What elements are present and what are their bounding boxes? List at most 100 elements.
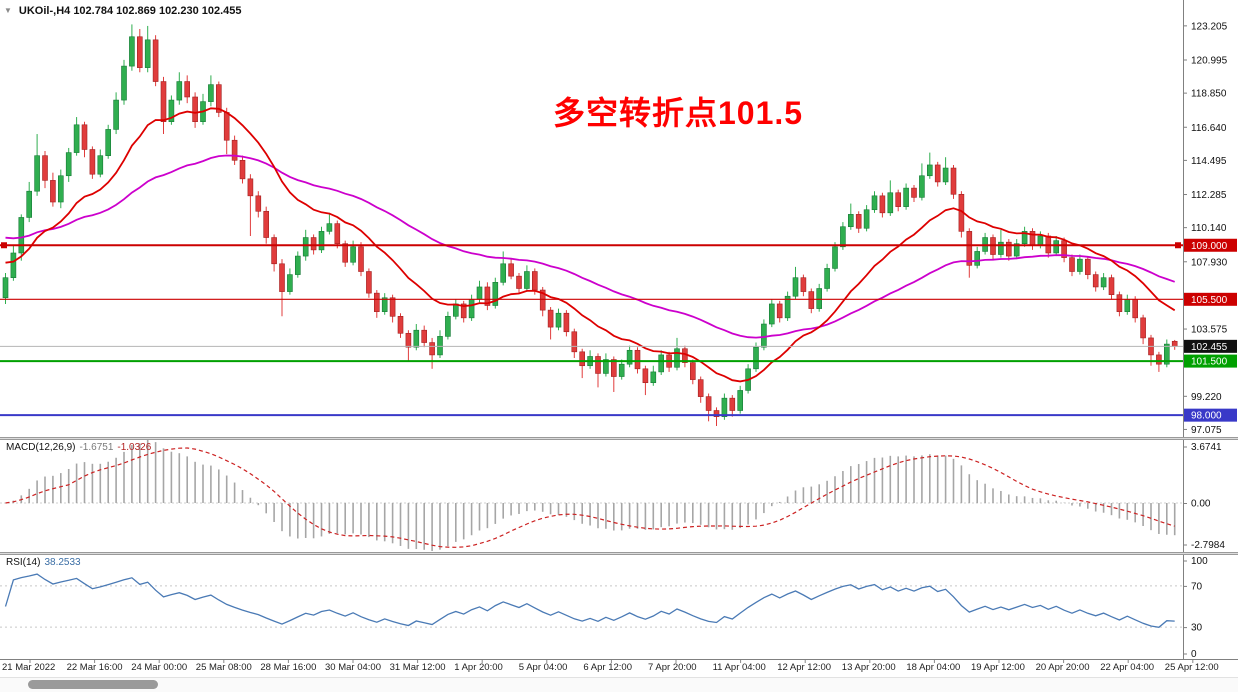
macd-panel[interactable] [0,440,1183,551]
candle-body [595,356,601,374]
candle-body [1013,243,1020,257]
time-label: 25 Mar 08:00 [195,662,252,673]
candle-body [1069,257,1075,272]
candle-body [429,342,435,356]
candle-body [389,297,396,317]
candle-body [950,167,957,195]
candle-body [2,277,9,299]
price-tick-label: 114.495 [1191,156,1227,167]
rsi-panel[interactable] [0,573,1183,628]
candle-body [934,164,941,183]
candle-body [263,210,270,238]
candle-body [642,368,649,384]
candle-body [524,271,530,289]
candle-body [974,251,981,266]
price-tag-label: 98.000 [1191,411,1222,422]
candle-body [903,187,909,207]
time-label: 18 Apr 04:00 [906,662,961,673]
candle-body [350,246,356,263]
price-tag [1184,408,1237,422]
candle-body [879,195,886,214]
candle-body [840,226,846,248]
candle-body [1092,274,1099,288]
candle-body [18,217,25,254]
candle-body [1140,317,1146,339]
candle-body [1116,294,1123,312]
candle-body [1171,340,1178,347]
candle-body [239,160,246,180]
candle-body [966,231,973,266]
candle-body [855,214,862,229]
hline-handle[interactable] [1175,242,1181,249]
candle-body [373,292,380,312]
macd-name: MACD(12,26,9) [6,442,76,453]
rsi-value: 38.2533 [44,557,81,568]
price-tick-label: 123.205 [1191,21,1228,32]
hline-handle[interactable] [1,242,7,249]
candle-body [689,362,696,380]
candle-body [460,303,467,319]
candle-body [674,348,680,368]
candle-body [484,286,491,306]
candle-body [342,243,349,263]
ma-fast-line[interactable] [5,107,1176,383]
candle-body [492,282,499,306]
candle-body [192,96,198,122]
time-label: 11 Apr 04:00 [712,662,766,673]
candle-body [650,371,657,384]
candle-body [184,81,190,98]
candle-body [1053,240,1059,254]
chart-title: ▼ UKOil-,H4 102.784 102.869 102.230 102.… [4,5,242,17]
candle-body [287,274,293,292]
main-price-panel[interactable] [0,24,1183,426]
horizontal-scrollbar [0,677,1238,692]
time-label: 6 Apr 12:00 [583,662,632,673]
candle-body [626,349,633,365]
price-tick-label: 97.075 [1191,425,1222,436]
rsi-indicator-label: RSI(14) 38.2533 [6,557,81,568]
candle-body [516,275,522,289]
candle-body [998,241,1004,255]
candle-body [468,299,475,319]
price-tag-label: 109.000 [1191,241,1228,252]
candle-body [413,329,420,348]
candle-body [255,195,262,212]
price-tick-label: 103.575 [1191,325,1228,336]
rsi-axis-label: 100 [1191,556,1208,567]
time-label: 5 Apr 04:00 [518,662,568,673]
candle-body [808,291,815,309]
candles-layer[interactable] [2,24,1178,426]
price-axis-scale[interactable]: 123.205 120.995 118.850 116.640 114.495 112.2… [1183,0,1237,660]
candle-body [168,99,175,122]
candle-body [302,237,309,257]
candle-body [634,349,641,370]
macd-signal-value: -1.0326 [117,442,152,453]
candle-body [508,263,514,277]
rsi-axis-label: 0 [1191,649,1197,660]
price-tag-label: 102.455 [1191,342,1228,353]
candle-body [729,397,736,411]
time-label: 30 Mar 04:00 [325,662,381,673]
candle-body [713,410,720,417]
candle-body [1077,258,1083,272]
candle-body [271,237,277,265]
candle-body [887,192,894,214]
candle-body [1005,241,1012,257]
candle-body [500,263,507,283]
candle-body [437,336,443,356]
price-tag [1184,292,1237,306]
rsi-line [4,573,1175,628]
ma-slow-line[interactable] [5,154,1176,339]
rsi-axis-label: 70 [1191,581,1203,592]
time-axis[interactable]: 21 Mar 2022 22 Mar 16:00 24 Mar 00:00 25 Ma… [0,662,1238,676]
candle-body [129,36,135,67]
candle-body [539,289,546,311]
scrollbar-thumb[interactable] [28,680,158,689]
candle-body [563,312,570,333]
candle-body [658,354,665,373]
candle-body [792,277,799,297]
candle-body [216,84,222,113]
candle-body [705,396,712,411]
candle-body [208,84,214,102]
